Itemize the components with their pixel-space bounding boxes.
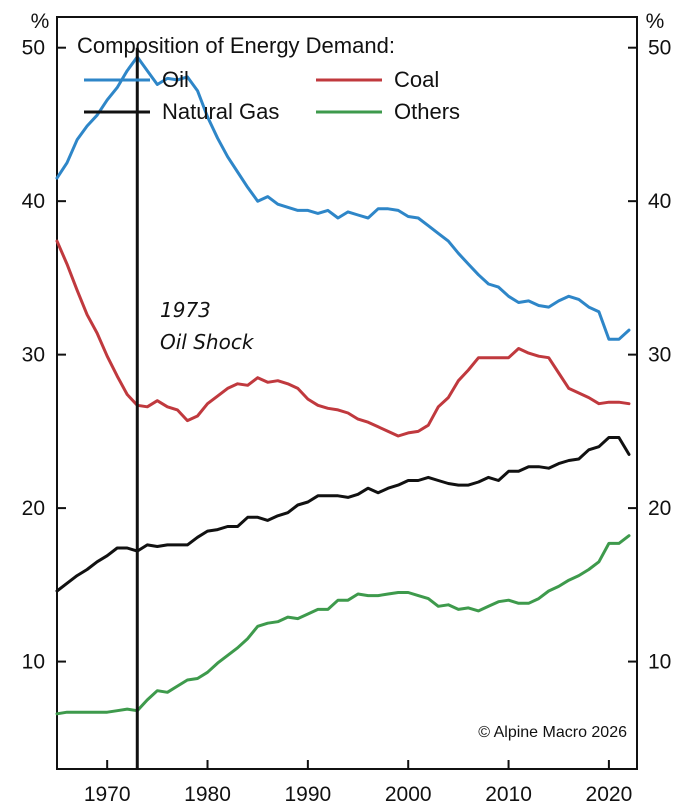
copyright-note: © Alpine Macro 2026 (478, 724, 627, 741)
plot-area-frame (56, 16, 638, 770)
y-tick-label-left-40: 40 (22, 190, 45, 213)
legend-label-coal: Coal (394, 67, 439, 92)
y-tick-label-left-10: 10 (22, 651, 45, 674)
y-tick-label-right-40: 40 (648, 190, 671, 213)
y-axis-left-unit: % (31, 10, 50, 33)
y-tick-label-left-30: 30 (22, 344, 45, 367)
y-tick-label-right-30: 30 (648, 344, 671, 367)
legend-label-natural-gas: Natural Gas (162, 99, 279, 124)
series-line-coal (55, 239, 631, 438)
y-tick-label-right-50: 50 (648, 37, 671, 60)
y-tick-label-right-20: 20 (648, 497, 671, 520)
annotation-label: Oil Shock (160, 330, 255, 354)
legend-label-others: Others (394, 99, 460, 124)
x-tick-label-1980: 1980 (184, 783, 231, 806)
x-tick-label-1990: 1990 (285, 783, 332, 806)
y-tick-label-left-20: 20 (22, 497, 45, 520)
series-line-oil (55, 55, 631, 341)
legend-label-oil: Oil (162, 67, 189, 92)
series-line-others (55, 534, 631, 716)
series-line-natural-gas (55, 436, 631, 593)
x-tick-label-2020: 2020 (586, 783, 633, 806)
annotation-year: 1973 (160, 298, 211, 322)
y-axis-right: 10 20 30 40 50 (628, 37, 671, 674)
y-axis-left: 10 20 30 40 50 (22, 37, 66, 674)
y-tick-label-left-50: 50 (22, 37, 45, 60)
x-tick-label-1970: 1970 (84, 783, 131, 806)
x-axis: 1970 1980 1990 2000 2010 2020 (84, 760, 632, 806)
series-lines (55, 55, 631, 716)
x-tick-label-2010: 2010 (485, 783, 532, 806)
y-axis-right-unit: % (646, 10, 665, 33)
legend-title: Composition of Energy Demand: (77, 33, 395, 58)
x-tick-label-2000: 2000 (385, 783, 432, 806)
y-tick-label-right-10: 10 (648, 651, 671, 674)
legend: Composition of Energy Demand: Oil Coal N… (77, 33, 460, 124)
